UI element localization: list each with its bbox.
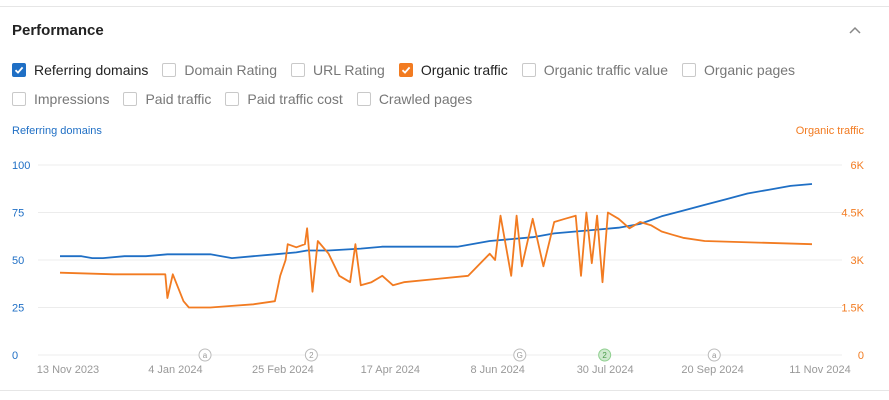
checkbox-box[interactable] [291,63,305,77]
checkbox-row: Referring domains Domain Rating URL Rating… [12,60,872,80]
checkbox-label: Organic traffic [420,62,508,78]
checkmark-icon [401,66,411,74]
chevron-up-icon[interactable] [846,22,864,40]
left-tick-label: 25 [12,303,24,315]
right-tick-label: 1.5K [841,303,864,315]
checkbox-label: URL Rating [313,62,385,78]
annotation-marker [198,348,212,362]
checkbox-box[interactable] [12,92,26,106]
annotation-marker [707,348,721,362]
x-tick-label: 8 Jun 2024 [470,364,524,376]
left-tick-label: 75 [12,208,24,220]
x-tick-label: 20 Sep 2024 [681,364,743,376]
series-line-organic-traffic [59,211,813,309]
left-tick-label: 50 [12,255,24,267]
checkbox-paid-traffic-cost[interactable]: Paid traffic cost [225,91,343,107]
annotation-label: 2 [309,351,314,360]
x-tick-label: 25 Feb 2024 [252,364,314,376]
annotation-label: a [203,351,208,360]
checkbox-domain-rating[interactable]: Domain Rating [162,62,277,78]
checkbox-box[interactable] [682,63,696,77]
checkbox-label: Paid traffic [145,91,212,107]
checkbox-label: Organic pages [704,62,796,78]
annotation-marker [304,348,318,362]
checkbox-box[interactable] [162,63,177,77]
panel-title: Performance [12,22,104,39]
annotation-marker [598,348,612,362]
checkbox-box[interactable] [225,92,240,106]
left-axis-title: Referring domains [12,125,102,137]
checkbox-box[interactable] [398,63,413,77]
annotation-marker [513,348,527,362]
x-tick-label: 30 Jul 2024 [577,364,634,376]
x-tick-label: 4 Jan 2024 [148,364,202,376]
checkbox-label: Referring domains [34,62,149,78]
checkbox-box[interactable] [521,63,536,77]
annotation-label: 2 [602,351,607,360]
right-tick-label: 0 [858,350,864,362]
checkbox-box[interactable] [123,92,138,106]
checkbox-row: Impressions Paid traffic Paid traffic cost… [12,89,872,109]
annotation-label: G [517,351,523,360]
right-tick-label: 4.5K [841,208,864,220]
x-tick-label: 17 Apr 2024 [361,364,420,376]
annotation-label: a [712,351,717,360]
checkbox-impressions[interactable]: Impressions [12,91,109,107]
checkbox-box[interactable] [12,63,26,77]
checkbox-paid-traffic[interactable]: Paid traffic [123,91,211,107]
right-axis-title: Organic traffic [795,125,864,137]
checkbox-box[interactable] [356,92,371,106]
checkbox-label: Paid traffic cost [247,91,343,107]
checkbox-label: Impressions [34,91,110,107]
checkbox-referring-domains[interactable]: Referring domains [12,62,148,78]
checkbox-organic-pages[interactable]: Organic pages [682,62,795,78]
x-tick-label: 11 Nov 2024 [789,364,851,376]
right-tick-label: 6K [851,160,865,172]
checkbox-organic-traffic-value[interactable]: Organic traffic value [521,62,668,78]
checkmark-icon [14,66,24,74]
right-tick-label: 3K [851,255,865,267]
left-tick-label: 100 [12,160,30,172]
left-tick-label: 0 [12,350,18,362]
panel-bottom-border [0,390,889,391]
x-tick-label: 13 Nov 2023 [37,364,99,376]
checkbox-label: Crawled pages [378,91,473,107]
performance-chart[interactable]: 0 0 25 1.5K 50 3K 75 4.5K 100 6K 13 Nov 2023 4 Jan … [0,140,889,385]
checkbox-organic-traffic[interactable]: Organic traffic [398,62,508,78]
panel-top-border [0,6,889,7]
checkbox-url-rating[interactable]: URL Rating [291,62,385,78]
checkbox-crawled-pages[interactable]: Crawled pages [356,91,473,107]
checkbox-label: Domain Rating [184,62,277,78]
series-line-referring-domains [60,183,813,259]
checkbox-label: Organic traffic value [543,62,668,78]
metric-checkbox-group: Referring domains Domain Rating URL Rating… [12,60,872,118]
